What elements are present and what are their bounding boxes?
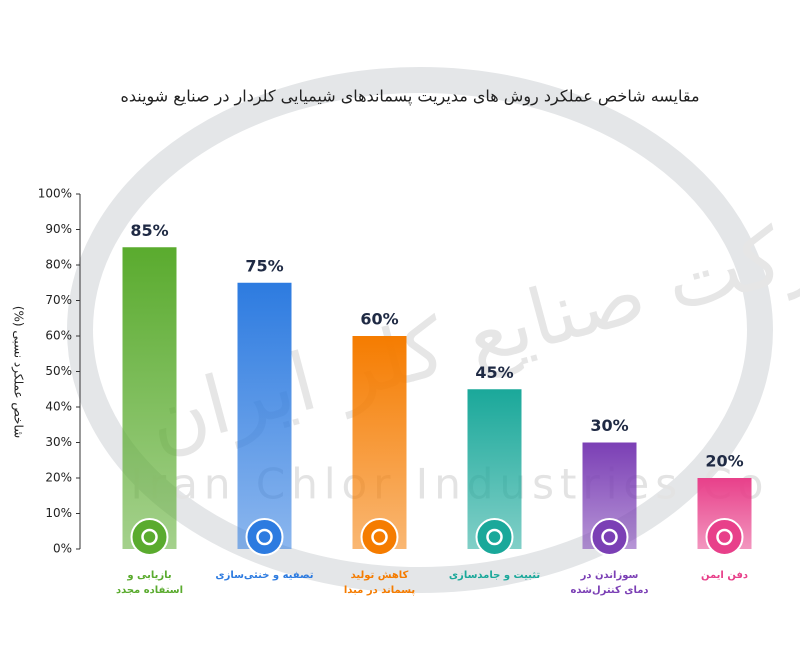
value-label: 85% — [130, 221, 168, 240]
icon-badge — [475, 518, 514, 556]
icon-badge — [590, 518, 629, 556]
x-tick-label: دفن ایمن — [700, 570, 749, 581]
icon-badge — [245, 518, 284, 556]
icon-glyph — [141, 528, 158, 546]
icon-badge — [130, 518, 169, 556]
icon-glyph — [601, 528, 618, 546]
x-tick-label: بازیابی و استفاده مجدد — [115, 570, 184, 596]
bar — [352, 336, 407, 549]
icon-badge — [705, 518, 744, 556]
value-label: 30% — [590, 416, 628, 435]
chart-title: مقایسه شاخص عملکرد روش های مدیریت پسماند… — [120, 87, 699, 107]
x-tick-label: کاهش تولید پسماند در مبدا — [343, 570, 416, 596]
value-label: 20% — [705, 452, 743, 471]
icon-glyph — [371, 528, 388, 546]
y-tick-label: 0% — [53, 542, 72, 556]
y-tick-label: 60% — [45, 329, 72, 343]
watermark: Iran Chlor Industries Co — [131, 460, 770, 509]
bar — [237, 282, 292, 549]
icon-glyph — [486, 528, 503, 546]
y-tick-label: 70% — [45, 293, 72, 307]
y-axis-label: شاخص عملکرد نسبی (%) — [11, 306, 26, 438]
y-tick-label: 40% — [45, 400, 72, 414]
icon-glyph — [716, 528, 733, 546]
icon-glyph — [256, 528, 273, 546]
y-tick-label: 100% — [38, 187, 72, 201]
y-tick-label: 30% — [45, 435, 72, 449]
value-label: 60% — [360, 310, 398, 329]
y-tick-label: 20% — [45, 471, 72, 485]
x-tick-label: تثبیت و جامدسازی — [448, 570, 541, 581]
icon-badge — [360, 518, 399, 556]
y-tick-label: 50% — [45, 364, 72, 378]
value-label: 45% — [475, 363, 513, 382]
bar — [122, 247, 177, 549]
value-label: 75% — [245, 256, 283, 275]
y-tick-label: 90% — [45, 222, 72, 236]
y-tick-label: 10% — [45, 506, 72, 520]
x-tick-label: سوزاندن در دمای کنترل‌شده — [570, 570, 649, 596]
x-tick-label: تصفیه و خنثی‌سازی — [215, 570, 314, 581]
y-tick-label: 80% — [45, 258, 72, 272]
